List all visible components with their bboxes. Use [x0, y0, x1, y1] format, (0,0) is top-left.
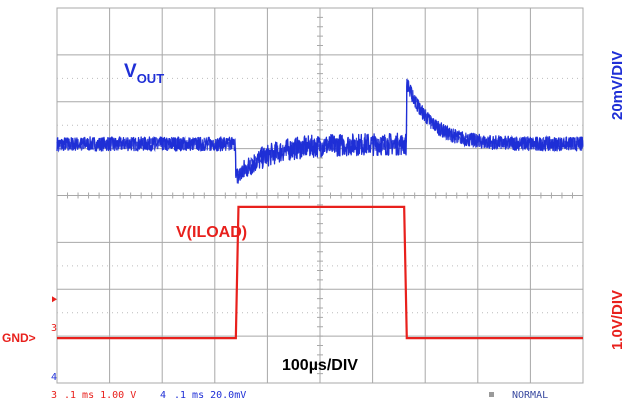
vout-trace-band [56, 78, 584, 184]
gnd-marker: GND> [2, 331, 36, 345]
status-ch4-number: 4 [160, 390, 166, 401]
status-ch4-settings: .1 ms 20.0mV [174, 390, 246, 401]
ch3-level-marker: 3 [51, 323, 57, 334]
status-mode: NORMAL [512, 390, 548, 401]
ch3-ground-arrow-icon [52, 296, 57, 303]
timebase-label: 100µs/DIV [282, 357, 358, 374]
acquire-square-icon [489, 392, 494, 397]
iload-scale-label: 1.0V/DIV [609, 290, 626, 350]
vout-scale-label: 20mV/DIV [609, 51, 626, 120]
status-ch3-number: 3 [51, 390, 57, 401]
iload-trace [57, 205, 583, 340]
ch4-level-marker: 4 [51, 372, 57, 383]
status-ch3-settings: .1 ms 1.00 V [64, 390, 136, 401]
vout-label: VOUT [124, 61, 164, 86]
plot-traces [52, 78, 584, 340]
iload-label: V(ILOAD) [176, 224, 247, 241]
